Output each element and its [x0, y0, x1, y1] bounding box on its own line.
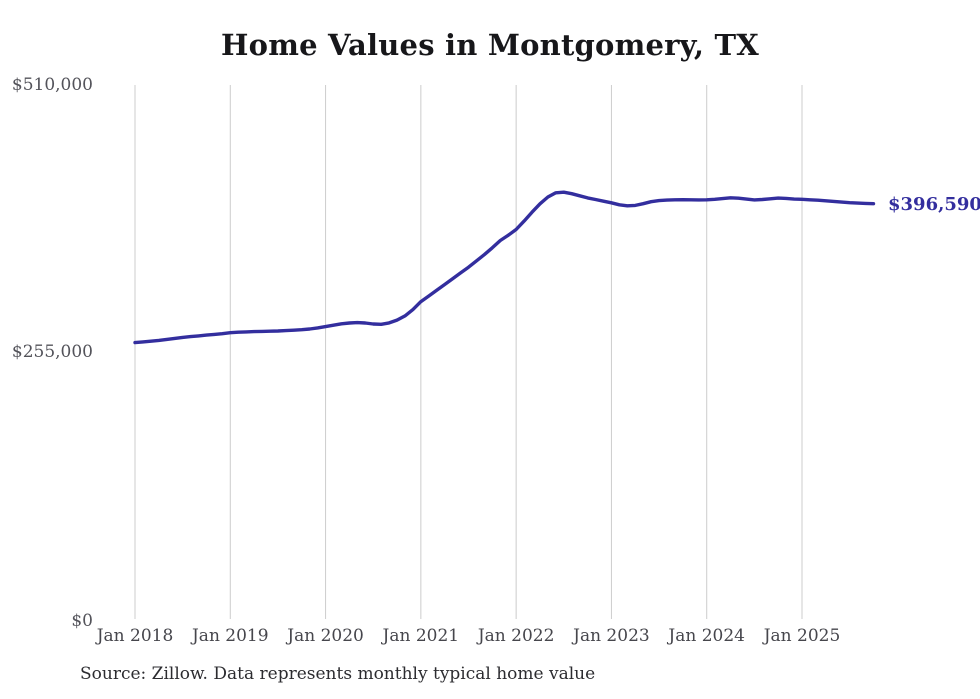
home-value-line	[133, 190, 876, 345]
x-axis-tick: Jan 2023	[573, 626, 650, 646]
x-axis-tick: Jan 2020	[287, 626, 364, 646]
source-note: Source: Zillow. Data represents monthly …	[80, 664, 596, 684]
x-axis-tick: Jan 2022	[477, 626, 555, 646]
y-axis-tick: $0	[71, 611, 93, 631]
y-axis-tick: $255,000	[11, 342, 93, 362]
x-axis-tick: Jan 2018	[96, 626, 174, 646]
chart-title: Home Values in Montgomery, TX	[221, 28, 759, 62]
value-end-label: $396,590	[888, 193, 980, 215]
gridlines	[134, 85, 803, 619]
x-axis-tick: Jan 2024	[668, 626, 745, 646]
y-axis-tick: $510,000	[11, 75, 93, 95]
x-axis-tick: Jan 2019	[191, 626, 269, 646]
x-axis-tick: Jan 2025	[763, 626, 841, 646]
x-axis-tick: Jan 2021	[382, 626, 460, 646]
